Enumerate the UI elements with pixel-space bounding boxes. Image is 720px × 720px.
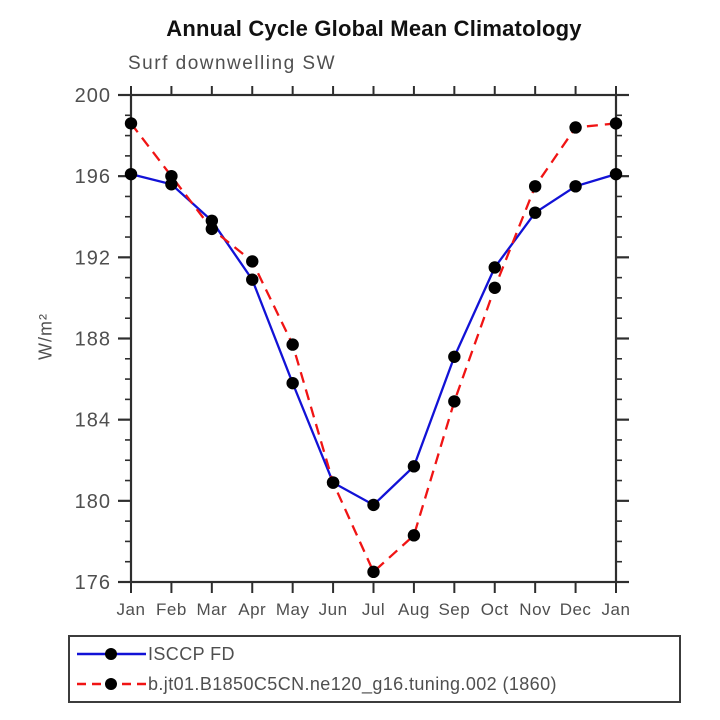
legend-label-isccp: ISCCP FD <box>148 643 235 664</box>
legend-label-model: b.jt01.B1850C5CN.ne120_g16.tuning.002 (1… <box>148 673 557 694</box>
y-tick-label: 188 <box>75 329 111 351</box>
x-tick-label: May <box>276 600 310 619</box>
y-tick-label: 196 <box>75 166 111 188</box>
x-tick-label: Dec <box>560 600 592 619</box>
data-point-s0 <box>367 498 380 512</box>
data-point-s1 <box>326 476 340 489</box>
y-tick-label: 180 <box>75 491 111 513</box>
data-point-s1 <box>609 117 623 130</box>
y-tick-label: 200 <box>75 85 111 107</box>
x-tick-label: Nov <box>519 600 551 619</box>
x-tick-label: Aug <box>398 600 430 619</box>
legend-item-model: b.jt01.B1850C5CN.ne120_g16.tuning.002 (1… <box>75 674 557 694</box>
data-point-s1 <box>165 169 178 183</box>
legend-box: ISCCP FD b.jt01.B1850C5CN.ne120_g16.tuni… <box>68 635 681 703</box>
data-point-s0 <box>448 350 461 363</box>
data-point-s0 <box>407 460 421 473</box>
x-tick-label: Jul <box>362 600 385 619</box>
data-point-s0 <box>528 206 542 219</box>
data-point-s1 <box>124 117 138 130</box>
x-tick-label: Sep <box>438 600 470 619</box>
line-chart: Jan Feb Mar Apr May Jun Jul Aug Sep Oct Nov Dec Jan 1… <box>75 85 631 619</box>
data-point-s1 <box>528 180 542 193</box>
legend-marker-dot <box>105 678 117 690</box>
data-point-s0 <box>569 180 582 193</box>
data-point-s0 <box>609 167 623 181</box>
data-point-s0 <box>124 167 138 181</box>
legend-item-isccp: ISCCP FD <box>75 644 235 664</box>
y-tick-label: 184 <box>75 410 111 432</box>
y-tick-label: 176 <box>75 572 111 594</box>
x-tick-label: Feb <box>156 600 187 619</box>
data-point-s1 <box>205 222 219 236</box>
x-tick-label: Jan <box>602 600 631 619</box>
data-point-s0 <box>488 261 501 274</box>
data-point-s1 <box>448 395 461 408</box>
data-point-s1 <box>246 255 259 268</box>
x-tick-label: Jan <box>117 600 146 619</box>
x-tick-label: Mar <box>196 600 227 619</box>
data-point-s1 <box>367 565 380 579</box>
x-tick-label: Jun <box>319 600 348 619</box>
series-line-0 <box>130 173 617 507</box>
legend-marker-dot <box>105 648 117 660</box>
legend-line-sample-dashed <box>77 678 146 690</box>
x-tick-label: Oct <box>481 600 509 619</box>
y-tick-label: 192 <box>75 247 111 269</box>
data-point-s1 <box>488 281 501 294</box>
chart-subtitle: Surf downwelling SW <box>128 53 337 74</box>
data-point-s1 <box>569 121 582 134</box>
legend-line-sample-solid <box>77 648 146 660</box>
data-point-s1 <box>286 338 299 351</box>
data-point-s0 <box>286 376 299 390</box>
data-point-s1 <box>407 529 421 542</box>
x-tick-label: Apr <box>238 600 266 619</box>
data-point-s0 <box>246 273 259 286</box>
chart-title: Annual Cycle Global Mean Climatology <box>166 16 582 41</box>
